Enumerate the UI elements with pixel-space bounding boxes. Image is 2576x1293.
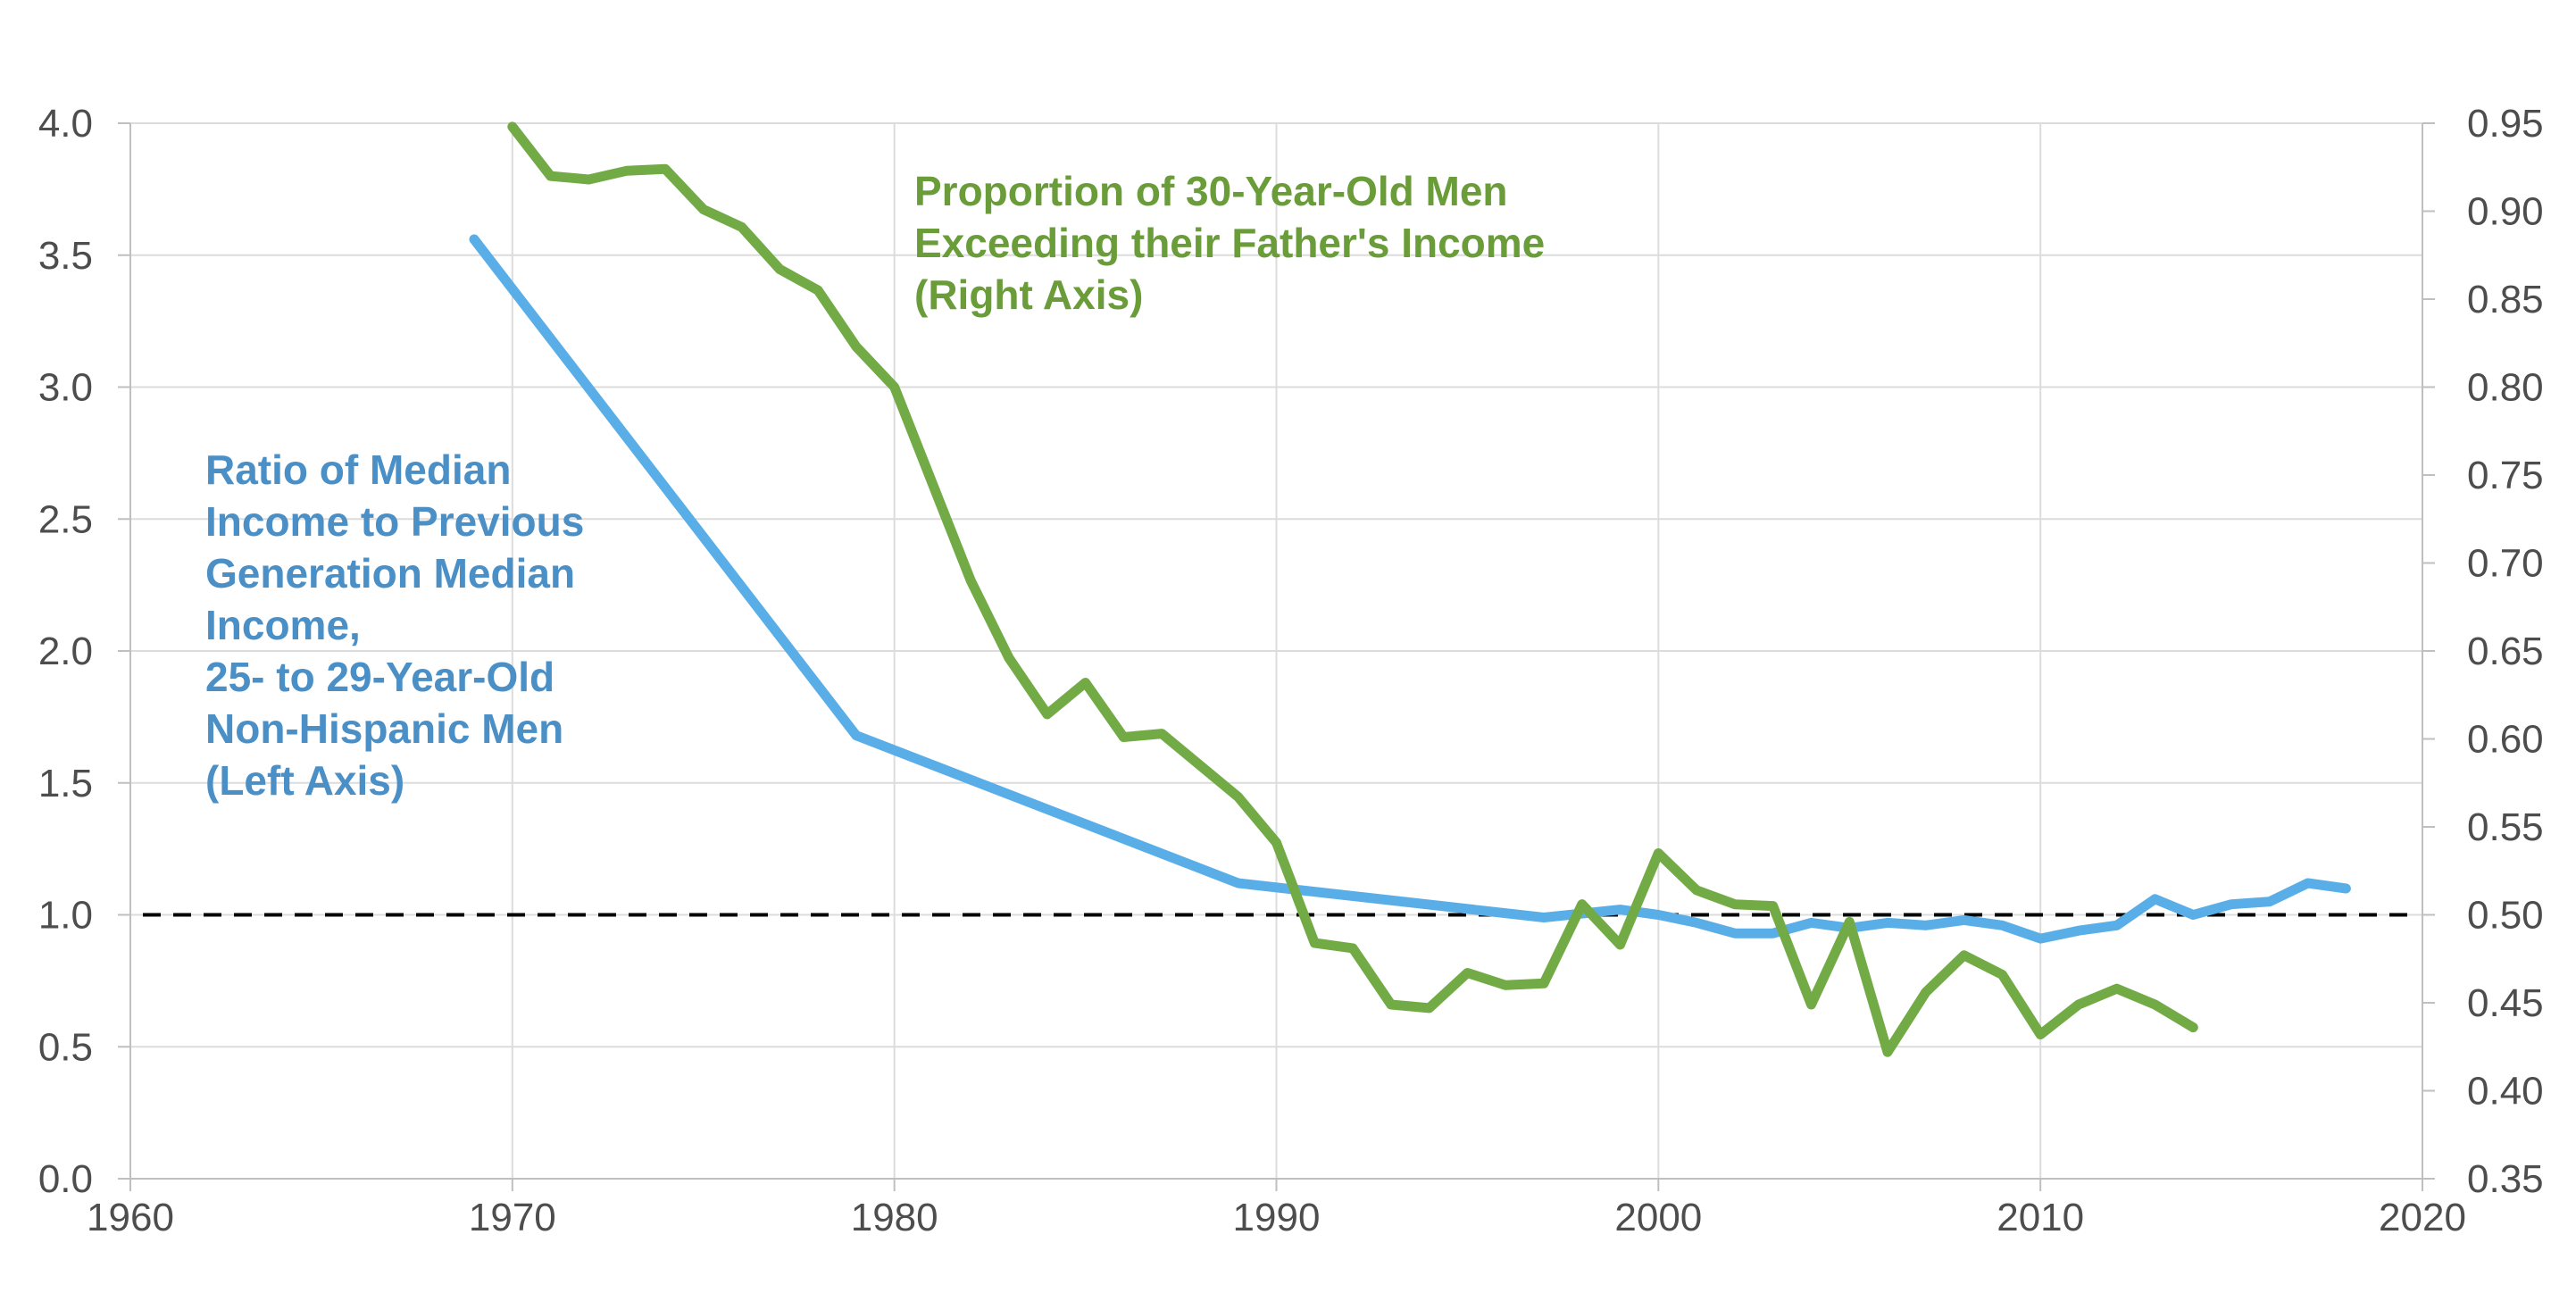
y2-tick-label: 0.50	[2467, 894, 2544, 938]
blue-series-annotation: Ratio of Median	[205, 446, 511, 493]
green-series-annotation: Exceeding their Father's Income	[914, 220, 1545, 266]
y-tick-label: 4.0	[38, 102, 93, 146]
y-tick-label: 3.0	[38, 366, 93, 410]
y-tick-label: 1.0	[38, 894, 93, 938]
y-tick-label: 3.5	[38, 234, 93, 278]
y-tick-label: 0.0	[38, 1157, 93, 1201]
green-series-line	[507, 121, 2198, 1057]
x-tick-label: 2010	[1997, 1196, 2084, 1239]
green-series-annotation: Proportion of 30-Year-Old Men	[914, 168, 1508, 214]
blue-series-annotation: Income to Previous	[205, 498, 584, 545]
y-tick-label: 2.5	[38, 497, 93, 541]
y2-tick-label: 0.85	[2467, 278, 2544, 321]
y2-tick-label: 0.90	[2467, 190, 2544, 234]
x-tick-label: 2020	[2379, 1196, 2466, 1239]
series-lines	[143, 121, 2412, 1057]
y2-tick-label: 0.60	[2467, 718, 2544, 762]
x-tick-label: 1960	[87, 1196, 174, 1239]
y2-tick-label: 0.80	[2467, 366, 2544, 410]
gridlines	[129, 122, 2423, 1180]
y2-tick-label: 0.55	[2467, 805, 2544, 849]
y2-tick-label: 0.45	[2467, 981, 2544, 1025]
y-tick-label: 0.5	[38, 1025, 93, 1069]
axes: 0.0 0.5 1.0 1.5 2.0 2.5 3.0 3.5 4.0 0.35 0.40 0.45 0…	[38, 102, 2544, 1239]
y2-tick-label: 0.70	[2467, 542, 2544, 586]
blue-series-annotation: Generation Median	[205, 550, 575, 596]
x-tick-label: 1970	[469, 1196, 556, 1239]
x-tick-label: 1990	[1233, 1196, 1321, 1239]
y-tick-label: 2.0	[38, 630, 93, 673]
green-series-annotation: (Right Axis)	[914, 271, 1143, 318]
x-tick-label: 1980	[851, 1196, 938, 1239]
y2-tick-label: 0.40	[2467, 1070, 2544, 1114]
y2-tick-label: 0.65	[2467, 630, 2544, 673]
blue-series-annotation: 25- to 29-Year-Old	[205, 654, 554, 700]
y2-tick-label: 0.75	[2467, 454, 2544, 497]
blue-series-annotation: Income,	[205, 602, 361, 648]
annotations: Ratio of Median Income to Previous Generat…	[205, 168, 1545, 804]
y-tick-label: 1.5	[38, 762, 93, 805]
blue-series-line	[469, 234, 2351, 944]
blue-series-annotation: Non-Hispanic Men	[205, 705, 563, 752]
x-tick-label: 2000	[1614, 1196, 1702, 1239]
y2-tick-label: 0.95	[2467, 102, 2544, 146]
y2-tick-label: 0.35	[2467, 1157, 2544, 1201]
blue-series-annotation: (Left Axis)	[205, 757, 404, 804]
